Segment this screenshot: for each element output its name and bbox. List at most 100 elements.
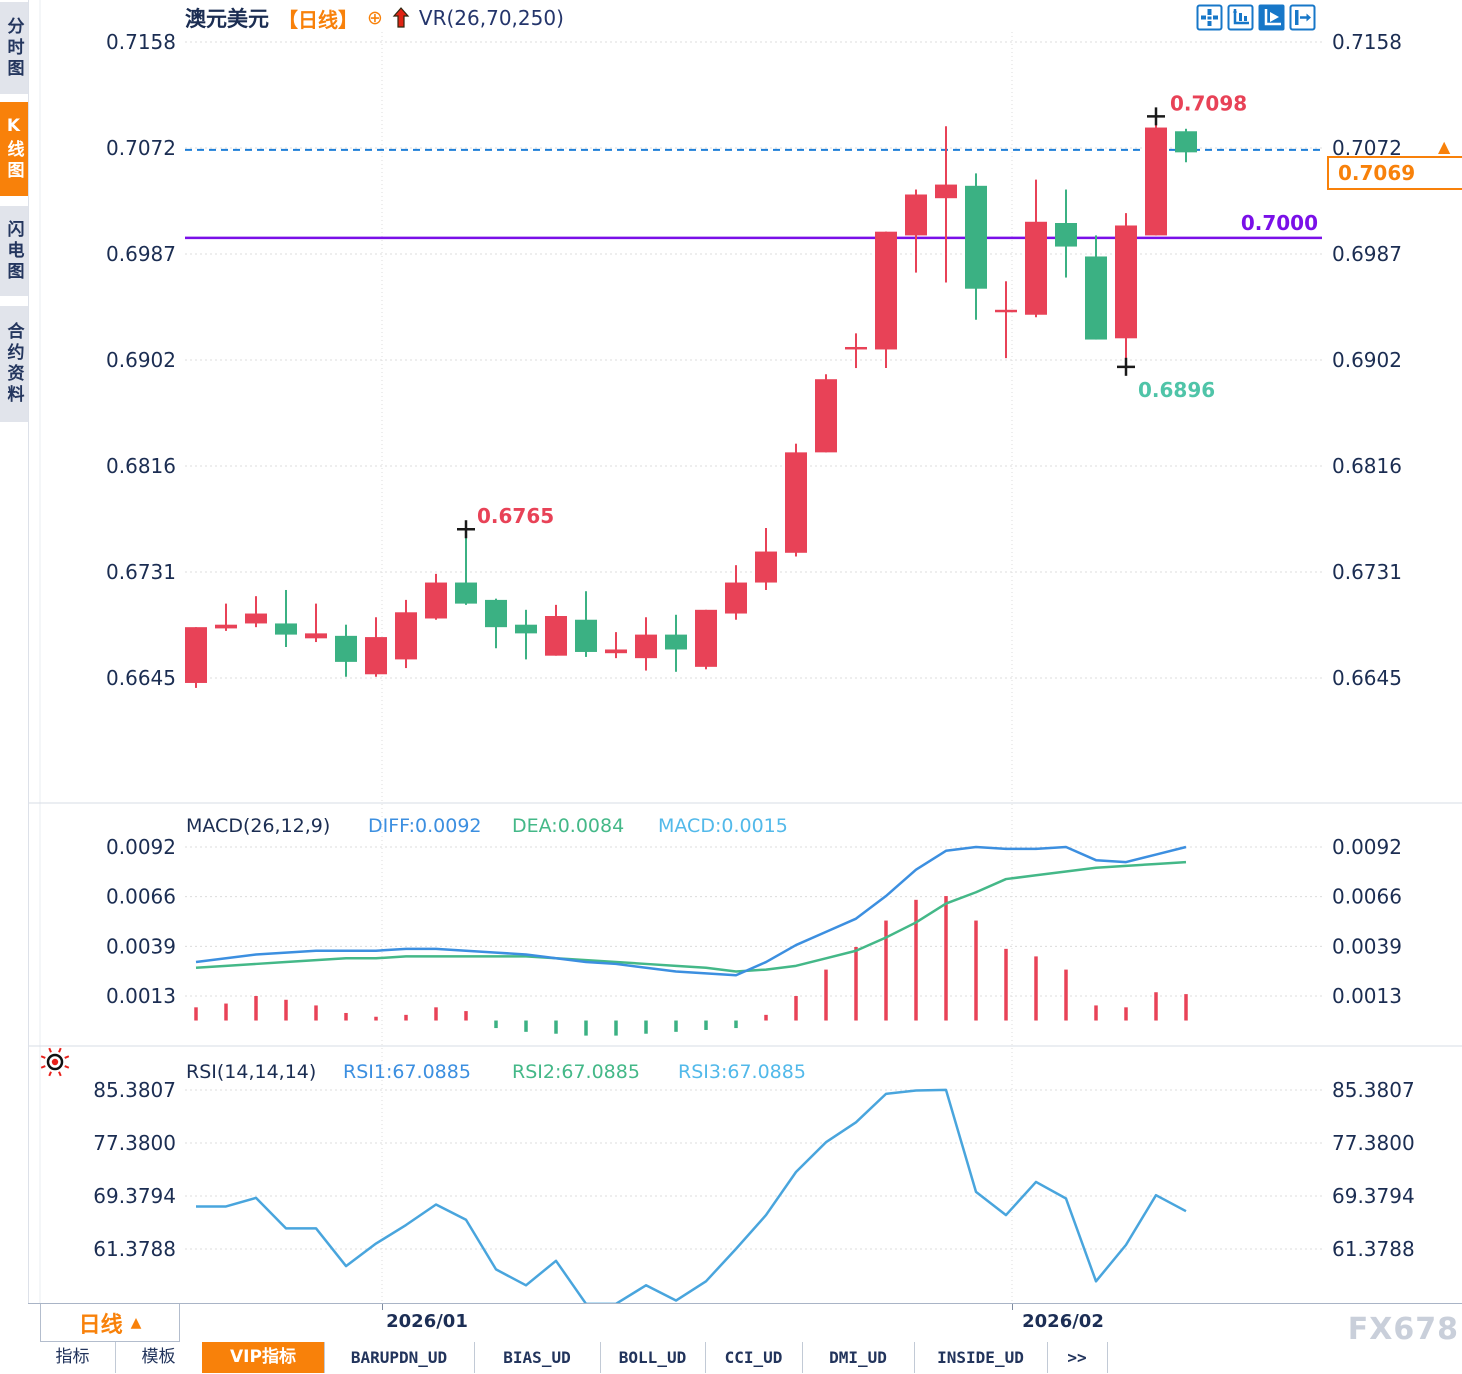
- candle-body: [485, 599, 507, 628]
- macd-header-item: DIFF:0.0092: [368, 815, 482, 837]
- sidebar-tab-1[interactable]: 分时图: [0, 2, 28, 94]
- sidebar: 分时图 K线图闪电图合约资料: [0, 0, 29, 1303]
- axis-play-icon[interactable]: [1258, 4, 1285, 31]
- price-annotation: 0.6765: [477, 504, 554, 528]
- price-annotation: 0.6896: [1138, 378, 1215, 402]
- candle-body: [635, 634, 657, 659]
- macd-histogram-bar: [824, 969, 828, 1021]
- macd-label-right: 0.0013: [1332, 984, 1402, 1008]
- x-axis-label: 2026/02: [1022, 1311, 1104, 1332]
- y-axis-label-left: 0.6816: [106, 454, 176, 478]
- indicator-tab-vip指标[interactable]: VIP指标: [202, 1342, 325, 1373]
- period-selector-arrow-icon: ▲: [130, 1314, 142, 1331]
- x-axis-label: 2026/01: [386, 1311, 468, 1332]
- rsi-header-item: RSI3:67.0885: [678, 1061, 806, 1083]
- axis-zoom-icon[interactable]: [1227, 4, 1254, 31]
- macd-histogram-bar: [464, 1011, 468, 1021]
- macd-histogram-bar: [554, 1020, 558, 1034]
- candle-body: [1115, 225, 1137, 339]
- rsi-label-left: 77.3800: [93, 1131, 176, 1155]
- x-axis-band: 日线 ▲ 2026/01 2026/02: [28, 1303, 1462, 1343]
- candle-body: [515, 624, 537, 634]
- macd-label-left: 0.0066: [106, 885, 176, 909]
- pan-crosshair-icon[interactable]: [1196, 4, 1223, 31]
- candle-body: [1145, 127, 1167, 236]
- macd-histogram-bar: [494, 1020, 498, 1029]
- candle-body: [965, 185, 987, 289]
- macd-histogram-bar: [1184, 994, 1188, 1021]
- price-line-label: 0.7000: [1241, 211, 1318, 235]
- candle-body: [335, 635, 357, 662]
- macd-histogram-bar: [254, 996, 258, 1021]
- y-axis-label-left: 0.7158: [106, 30, 176, 54]
- candle-body: [785, 452, 807, 553]
- rsi-header-item: RSI(14,14,14): [186, 1061, 316, 1083]
- x-axis-tick: [1012, 1304, 1013, 1310]
- indicator-tab-barupdn-ud[interactable]: BARUPDN_UD: [324, 1342, 475, 1373]
- macd-histogram-bar: [854, 946, 858, 1021]
- candle-body: [845, 346, 867, 350]
- chart-toolbar: [1196, 4, 1316, 31]
- candle-body: [1055, 223, 1077, 247]
- indicator-tab-boll-ud[interactable]: BOLL_UD: [600, 1342, 706, 1373]
- indicator-tab-bar: 指标 模板 VIP指标 BARUPDN_UD BIAS_UD BOLL_UD CCI_UD D…: [28, 1342, 1462, 1374]
- candle-body: [305, 633, 327, 639]
- period-selector[interactable]: 日线 ▲: [40, 1304, 180, 1342]
- macd-header-item: MACD(26,12,9): [186, 815, 330, 837]
- macd-histogram-bar: [794, 996, 798, 1021]
- macd-histogram-bar: [704, 1020, 708, 1030]
- candle-body: [365, 637, 387, 675]
- macd-label-right: 0.0066: [1332, 885, 1402, 909]
- macd-histogram-bar: [884, 920, 888, 1021]
- macd-label-left: 0.0013: [106, 984, 176, 1008]
- macd-histogram-bar: [1004, 948, 1008, 1021]
- sidebar-tab-2[interactable]: K线图: [0, 102, 28, 196]
- macd-histogram-bar: [1124, 1007, 1128, 1021]
- indicator-tab-模板[interactable]: 模板: [115, 1342, 203, 1373]
- collapse-panel-icon[interactable]: [1289, 4, 1316, 31]
- macd-histogram-bar: [584, 1020, 588, 1036]
- indicator-tab-bias-ud[interactable]: BIAS_UD: [474, 1342, 601, 1373]
- candle-body: [575, 619, 597, 652]
- diff-line: [195, 845, 1187, 977]
- sidebar-tab-3[interactable]: 闪电图: [0, 206, 28, 296]
- y-axis-label-left: 0.6645: [106, 666, 176, 690]
- rsi-label-left: 85.3807: [93, 1078, 176, 1102]
- vr-up-arrow-icon: [392, 7, 410, 28]
- indicator-label[interactable]: VR(26,70,250): [418, 6, 564, 30]
- macd-histogram-bar: [224, 1003, 228, 1021]
- indicator-tab-cci-ud[interactable]: CCI_UD: [705, 1342, 803, 1373]
- rsi-header-item: RSI1:67.0885: [343, 1061, 471, 1083]
- indicator-tab-dmi-ud[interactable]: DMI_UD: [802, 1342, 915, 1373]
- y-axis-label-right: 0.7158: [1332, 30, 1402, 54]
- macd-label-left: 0.0092: [106, 835, 176, 859]
- candle-body: [215, 624, 237, 629]
- chart-header: 澳元美元 【日线】 ⊕ VR(26,70,250): [185, 5, 564, 32]
- sidebar-tab-4[interactable]: 合约资料: [0, 306, 28, 422]
- indicator-tab-指标[interactable]: 指标: [30, 1342, 116, 1373]
- current-price-box: 0.7069: [1327, 156, 1462, 190]
- indicator-tab->>[interactable]: >>: [1047, 1342, 1108, 1373]
- candle-body: [455, 582, 477, 604]
- macd-histogram-bar: [914, 899, 918, 1021]
- rsi-label-right: 85.3807: [1332, 1078, 1415, 1102]
- y-axis-label-right: 0.6645: [1332, 666, 1402, 690]
- circle-plus-icon[interactable]: ⊕: [367, 7, 383, 29]
- indicator-tab-inside-ud[interactable]: INSIDE_UD: [914, 1342, 1048, 1373]
- current-price-value: 0.7069: [1338, 161, 1416, 185]
- macd-histogram-bar: [344, 1012, 348, 1021]
- macd-histogram-bar: [764, 1014, 768, 1021]
- symbol-title: 澳元美元: [185, 7, 269, 31]
- candle-body: [755, 551, 777, 583]
- macd-label-right: 0.0039: [1332, 934, 1402, 958]
- macd-header-item: MACD:0.0015: [658, 815, 788, 837]
- candle-body: [695, 609, 717, 667]
- candle-body: [245, 613, 267, 624]
- macd-histogram-bar: [644, 1020, 648, 1034]
- period-tag[interactable]: 【日线】: [278, 7, 358, 32]
- candle-body: [425, 582, 447, 619]
- rsi-label-right: 61.3788: [1332, 1237, 1415, 1261]
- macd-histogram-bar: [284, 999, 288, 1021]
